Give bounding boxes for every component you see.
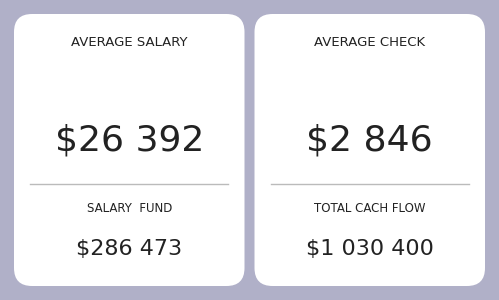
Text: $2 846: $2 846 [306,124,433,158]
Text: AVERAGE SALARY: AVERAGE SALARY [71,36,188,49]
Text: $1 030 400: $1 030 400 [306,239,434,259]
FancyBboxPatch shape [254,14,485,286]
Text: $286 473: $286 473 [76,239,182,259]
Text: AVERAGE CHECK: AVERAGE CHECK [314,36,425,49]
Text: TOTAL CACH FLOW: TOTAL CACH FLOW [314,202,426,215]
Text: SALARY  FUND: SALARY FUND [86,202,172,215]
Text: $26 392: $26 392 [54,124,204,158]
FancyBboxPatch shape [14,14,245,286]
